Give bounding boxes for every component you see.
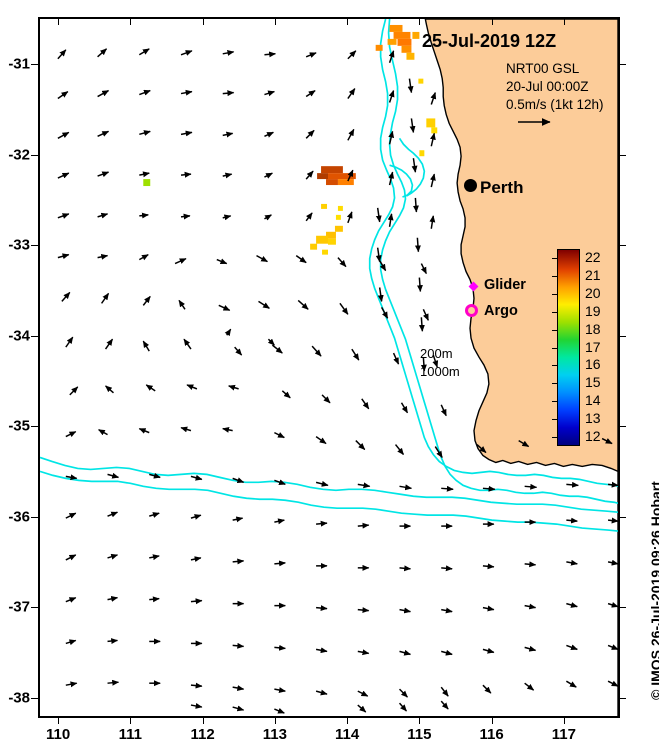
info-valid-time: 20-Jul 00:00Z — [506, 79, 589, 94]
y-tick-right — [620, 335, 626, 337]
credit-text: © IMOS 26-Jul-2019 09:26 Hobart — [648, 481, 659, 700]
y-tick-right — [620, 154, 626, 156]
x-tick-label: 114 — [334, 726, 360, 743]
argo-circle-icon — [465, 304, 478, 317]
x-tick — [491, 717, 493, 724]
x-tick-top — [347, 19, 349, 25]
y-tick-right — [620, 607, 626, 609]
x-tick — [58, 717, 60, 724]
colorbar-tick — [552, 347, 557, 349]
perth-filled-circle-icon — [464, 179, 477, 192]
colorbar-tick-label: 12 — [585, 428, 601, 445]
colorbar-tick-label: 20 — [585, 284, 601, 301]
x-tick-top — [202, 19, 204, 25]
y-tick-label: -36 — [8, 508, 30, 526]
x-tick-top — [419, 19, 421, 25]
colorbar-tick-label: 21 — [585, 266, 601, 283]
colorbar-tick-label: 16 — [585, 356, 601, 373]
y-tick — [31, 64, 38, 66]
x-tick-top — [58, 19, 60, 25]
y-tick-label: -31 — [8, 55, 30, 73]
colorbar-tick — [552, 275, 557, 277]
y-tick-label: -37 — [8, 598, 30, 616]
plot-title: 25-Jul-2019 12Z — [422, 31, 557, 51]
colorbar-tick-label: 14 — [585, 392, 601, 409]
y-tick-right — [620, 697, 626, 699]
current-vector-field — [57, 48, 618, 714]
colorbar-tick-label: 22 — [585, 248, 601, 265]
colorbar-tick — [552, 401, 557, 403]
y-tick-right — [620, 245, 626, 247]
x-tick-top — [274, 19, 276, 25]
perth-label: Perth — [480, 178, 524, 197]
colorbar-tick — [552, 293, 557, 295]
map-canvas — [40, 19, 618, 716]
x-tick-label: 111 — [118, 726, 142, 743]
y-tick-label: -35 — [8, 417, 30, 435]
colorbar-tick-label: 15 — [585, 374, 601, 391]
sst-colorbar[interactable] — [557, 249, 580, 446]
x-tick — [202, 717, 204, 724]
y-tick-label: -38 — [8, 689, 30, 707]
depth-label-200m: 200m — [420, 346, 453, 361]
colorbar-tick-label: 17 — [585, 338, 601, 355]
x-tick-top — [130, 19, 132, 25]
x-tick — [130, 717, 132, 724]
scale-arrow-right-icon — [518, 118, 551, 126]
y-tick — [31, 154, 38, 156]
sst-pixel-patches — [143, 24, 438, 255]
y-tick-label: -34 — [8, 327, 30, 345]
y-tick — [31, 697, 38, 699]
y-tick — [31, 607, 38, 609]
map-plot-area[interactable]: 25-Jul-2019 12Z NRT00 GSL 20-Jul 00:00Z … — [38, 17, 620, 718]
x-tick — [274, 717, 276, 724]
colorbar-tick — [552, 329, 557, 331]
y-tick-right — [620, 516, 626, 518]
x-tick-label: 115 — [407, 726, 432, 743]
y-tick-label: -32 — [8, 146, 30, 164]
y-tick-right — [620, 64, 626, 66]
shelf-current-vectors — [375, 78, 427, 372]
x-tick-top — [491, 19, 493, 25]
colorbar-tick — [552, 383, 557, 385]
y-tick-right — [620, 426, 626, 428]
colorbar-tick-label: 18 — [585, 320, 601, 337]
colorbar-tick — [552, 257, 557, 259]
y-tick — [31, 426, 38, 428]
info-product: NRT00 GSL — [506, 61, 580, 76]
x-tick-label: 112 — [190, 726, 215, 743]
y-tick — [31, 245, 38, 247]
colorbar-tick-label: 19 — [585, 302, 601, 319]
y-tick-label: -33 — [8, 236, 30, 254]
bathymetry-contours — [40, 19, 618, 532]
x-tick — [419, 717, 421, 724]
colorbar-tick — [552, 311, 557, 313]
colorbar-tick — [552, 437, 557, 439]
x-tick — [563, 717, 565, 724]
x-tick-label: 113 — [262, 726, 287, 743]
y-tick — [31, 335, 38, 337]
x-tick-label: 117 — [551, 726, 576, 743]
argo-legend-label: Argo — [484, 303, 518, 319]
colorbar-tick-label: 13 — [585, 410, 601, 427]
x-tick — [347, 717, 349, 724]
x-tick-label: 116 — [479, 726, 504, 743]
colorbar-tick — [552, 419, 557, 421]
colorbar-tick — [552, 365, 557, 367]
x-tick-label: 110 — [45, 726, 71, 743]
x-tick-top — [563, 19, 565, 25]
depth-label-1000m: 1000m — [420, 364, 460, 379]
y-tick — [31, 516, 38, 518]
info-vector-scale: 0.5m/s (1kt 12h) — [506, 97, 604, 112]
glider-legend-label: Glider — [484, 277, 526, 293]
